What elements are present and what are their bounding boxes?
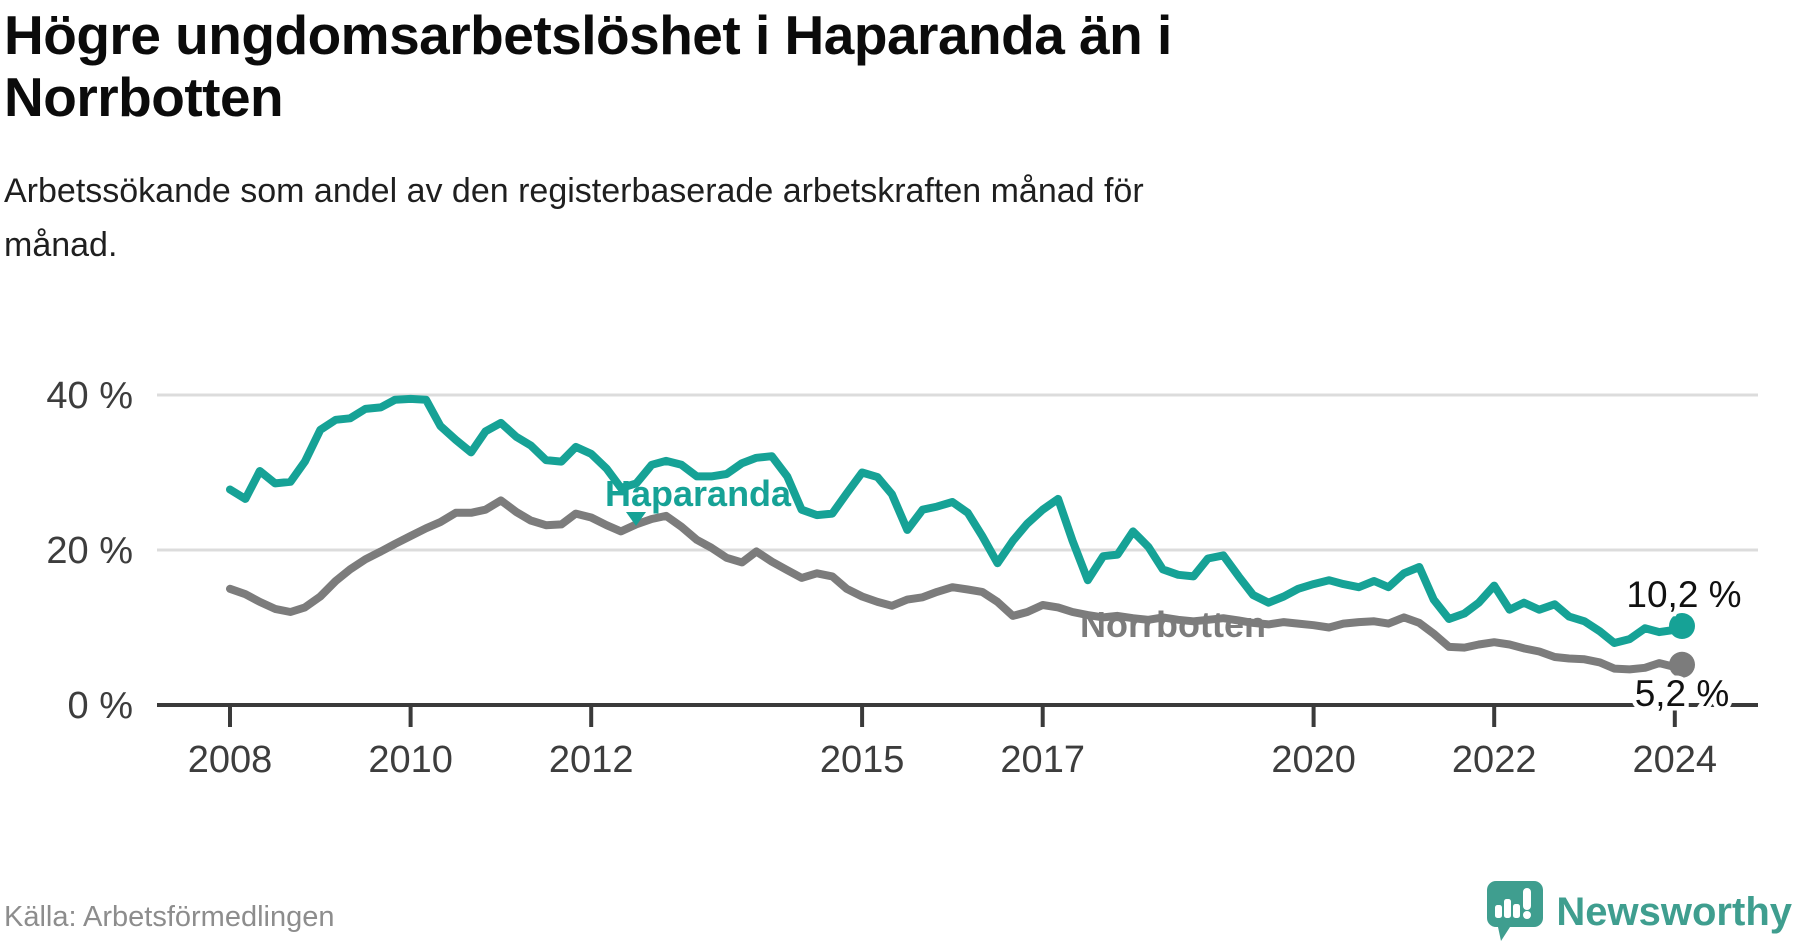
haparanda-label-pointer-down-icon <box>626 512 646 526</box>
x-tick-label-2010: 2010 <box>368 739 453 781</box>
norrbotten-series-label: Norrbotten <box>1080 604 1266 645</box>
y-tick-label-20: 20 % <box>46 530 133 572</box>
page-title-line-1: Högre ungdomsarbetslöshet i Haparanda än… <box>4 4 1172 66</box>
chart-subtitle-line-2: månad. <box>4 226 118 264</box>
brand-name: Newsworthy <box>1556 889 1792 934</box>
source-note: Källa: Arbetsförmedlingen <box>4 901 335 933</box>
x-tick-label-2022: 2022 <box>1452 739 1537 781</box>
page-title: Högre ungdomsarbetslöshet i Haparanda än… <box>4 4 1404 128</box>
y-axis-tick-labels: 0 % 20 % 40 % <box>46 375 133 727</box>
norrbotten-end-point <box>1669 651 1695 678</box>
newsworthy-speech-bubble-bar-chart-icon <box>1487 881 1544 941</box>
x-tick-label-2015: 2015 <box>820 739 905 781</box>
norrbotten-line-series <box>226 496 1686 674</box>
x-tick-label-2012: 2012 <box>549 739 634 781</box>
haparanda-line-series <box>226 394 1686 647</box>
norrbotten-end-value-label: 5,2 % <box>1635 673 1730 714</box>
x-tick-label-2020: 2020 <box>1271 739 1356 781</box>
chart-subtitle: Arbetssökande som andel av den registerb… <box>4 164 1464 272</box>
y-tick-label-40: 40 % <box>46 375 133 417</box>
x-tick-label-2008: 2008 <box>188 739 273 781</box>
chart-subtitle-line-1: Arbetssökande som andel av den registerb… <box>4 172 1144 210</box>
x-axis-ticks <box>228 705 1677 727</box>
haparanda-end-point <box>1669 613 1695 639</box>
brand-logo: Newsworthy <box>1486 880 1792 944</box>
x-axis-tick-labels: 2008 2010 2012 2015 2017 2020 2022 2024 <box>188 739 1717 781</box>
haparanda-series-label: Haparanda <box>605 473 792 514</box>
x-tick-label-2024: 2024 <box>1633 739 1718 781</box>
page-title-line-2: Norrbotten <box>4 66 284 128</box>
haparanda-end-value-label: 10,2 % <box>1626 574 1741 615</box>
gridlines <box>157 393 1758 552</box>
x-tick-label-2017: 2017 <box>1000 739 1085 781</box>
y-tick-label-0: 0 % <box>68 685 133 727</box>
